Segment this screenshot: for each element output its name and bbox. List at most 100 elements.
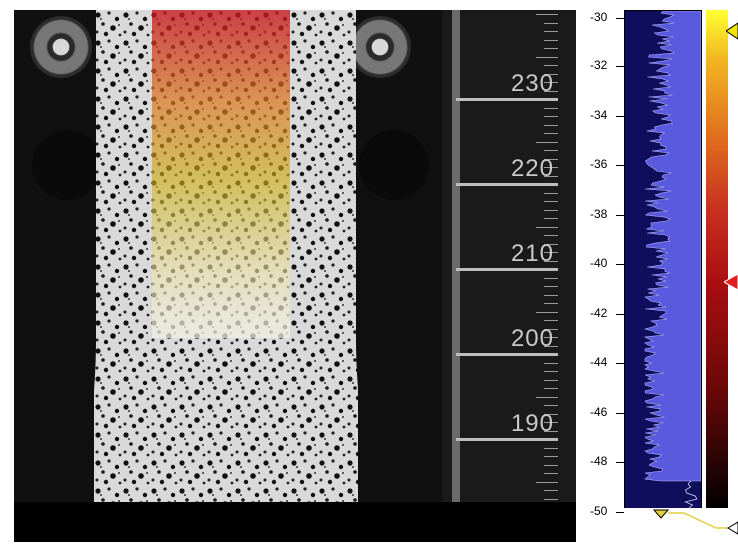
scale-ruler: 230 220 210 200 190 <box>442 10 576 502</box>
ruler-tick <box>544 90 558 92</box>
ruler-tick <box>544 192 558 194</box>
ruler-tick <box>544 405 558 406</box>
ruler-tick <box>544 167 558 168</box>
ruler-tick <box>544 328 558 330</box>
ruler-tick <box>544 201 558 202</box>
axis-label-2: -34 <box>590 108 608 122</box>
axis-tick-8 <box>616 413 624 414</box>
ruler-line-220 <box>456 183 558 186</box>
ruler-tick <box>544 218 558 219</box>
fixture-hole-right <box>359 130 429 200</box>
ruler-tick <box>544 22 558 24</box>
ruler-tick <box>544 73 558 75</box>
ruler-label-220: 220 <box>510 155 554 182</box>
ruler-tick <box>544 235 558 236</box>
ruler-tick <box>544 362 558 364</box>
ruler-tick <box>544 107 558 109</box>
axis-label-6: -42 <box>590 306 608 320</box>
ruler-tick <box>544 260 558 262</box>
ruler-tick <box>544 150 558 151</box>
ruler-tick <box>536 481 558 483</box>
histogram-plot <box>643 11 701 509</box>
ruler-tick <box>544 252 558 253</box>
ruler-tick <box>536 226 558 228</box>
ruler-tick <box>544 31 558 32</box>
ruler-tick <box>544 65 558 66</box>
ruler-tick <box>544 413 558 415</box>
ruler-tick <box>536 14 558 15</box>
ruler-tick <box>544 447 558 449</box>
ruler-tick <box>544 464 558 466</box>
ruler-line-210 <box>456 268 558 271</box>
ruler-tick <box>544 345 558 347</box>
axis-tick-0 <box>616 18 624 19</box>
ruler-line-200 <box>456 353 558 356</box>
ruler-tick <box>544 286 558 287</box>
current-value-marker-icon[interactable] <box>724 273 738 291</box>
ruler-tick <box>544 277 558 279</box>
axis-label-7: -44 <box>590 355 608 369</box>
histogram-fill <box>643 11 701 482</box>
bottom-pointer-area <box>624 508 738 542</box>
axis-tick-2 <box>616 116 624 117</box>
ruler-tick <box>544 82 558 83</box>
top-slider-marker-icon[interactable] <box>726 22 738 40</box>
ruler-tick <box>536 56 558 58</box>
axis-tick-9 <box>616 462 624 463</box>
mounting-bolt-right <box>349 16 411 78</box>
axis-tick-5 <box>616 264 624 265</box>
ruler-tick <box>544 294 558 296</box>
histogram-tail <box>684 480 698 509</box>
ruler-tick <box>544 473 558 474</box>
ruler-tick <box>544 379 558 381</box>
viewport-bottom-strip <box>14 502 576 542</box>
axis-tick-1 <box>616 66 624 67</box>
ruler-tick <box>544 388 558 389</box>
value-axis: -30 -32 -34 -36 -38 -40 -42 -44 -46 -48 … <box>576 0 624 542</box>
axis-label-10: -50 <box>590 504 608 518</box>
axis-label-0: -30 <box>590 10 608 24</box>
axis-label-9: -48 <box>590 454 608 468</box>
axis-tick-4 <box>616 215 624 216</box>
ruler-tick <box>544 39 558 41</box>
axis-label-8: -46 <box>590 405 608 419</box>
ruler-edge <box>452 10 460 502</box>
bottom-slider-marker-icon[interactable] <box>624 508 738 542</box>
ruler-tick <box>544 116 558 117</box>
mounting-bolt-left <box>30 16 92 78</box>
color-scale-bar[interactable] <box>706 10 728 511</box>
ruler-tick <box>536 396 558 398</box>
ruler-tick <box>544 48 558 49</box>
axis-label-3: -36 <box>590 157 608 171</box>
value-histogram[interactable] <box>624 10 702 511</box>
ruler-tick <box>544 337 558 338</box>
ruler-label-210: 210 <box>510 240 554 267</box>
ruler-tick <box>544 158 558 160</box>
ruler-tick <box>544 133 558 134</box>
ruler-label-190: 190 <box>510 410 554 437</box>
axis-label-5: -40 <box>590 256 608 270</box>
axis-label-1: -32 <box>590 58 608 72</box>
ruler-line-190 <box>456 438 558 441</box>
strain-overlay-roi[interactable] <box>152 10 290 338</box>
camera-viewport[interactable]: 230 220 210 200 190 <box>14 10 576 542</box>
ruler-tick <box>544 490 558 491</box>
ruler-line-230 <box>456 98 558 101</box>
axis-tick-6 <box>616 314 624 315</box>
axis-tick-3 <box>616 165 624 166</box>
ruler-tick <box>544 243 558 245</box>
ruler-tick <box>544 456 558 457</box>
ruler-tick <box>544 371 558 372</box>
ruler-tick <box>544 430 558 432</box>
ruler-tick <box>544 175 558 177</box>
ruler-label-200: 200 <box>510 325 554 352</box>
ruler-tick <box>536 311 558 313</box>
ruler-label-230: 230 <box>510 70 554 97</box>
axis-tick-7 <box>616 363 624 364</box>
axis-tick-10 <box>616 512 624 513</box>
ruler-tick <box>544 303 558 304</box>
ruler-tick <box>544 498 558 500</box>
axis-label-4: -38 <box>590 207 608 221</box>
ruler-tick <box>544 124 558 126</box>
ruler-tick <box>544 209 558 211</box>
